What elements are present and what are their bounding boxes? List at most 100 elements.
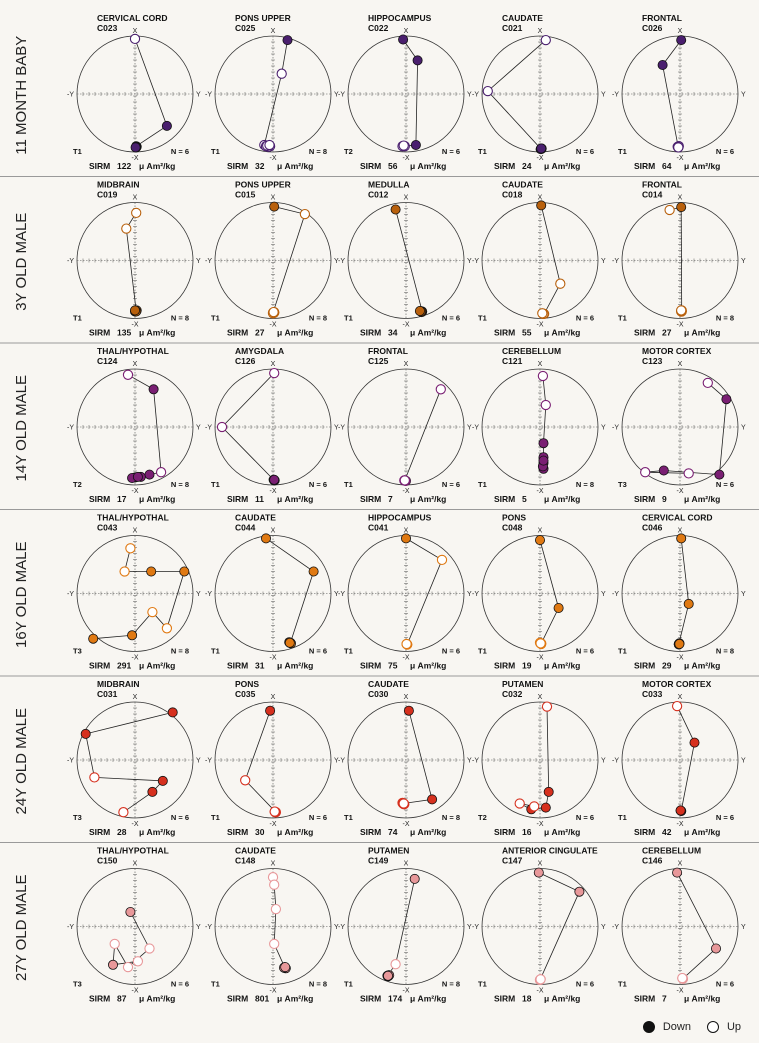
demagnetization-path — [676, 872, 717, 980]
direction-point-up — [702, 377, 713, 389]
axis-label-east: Y — [334, 425, 339, 432]
direction-point-down — [410, 139, 421, 150]
panel-code: C031 — [97, 689, 118, 699]
treatment-label: T1 — [618, 980, 627, 989]
direction-point-down — [683, 598, 694, 609]
direction-point-down — [711, 943, 722, 954]
treatment-label: T2 — [73, 480, 82, 489]
demagnetization-path — [85, 712, 173, 813]
panel-title: MOTOR CORTEX — [642, 679, 712, 689]
axis-label-west: -Y — [338, 425, 345, 432]
direction-point-down — [125, 907, 136, 918]
axis-label-north: X — [271, 195, 276, 202]
legend: Down Up — [642, 1021, 741, 1033]
sirm-label: SIRM — [494, 994, 515, 1004]
panel-title: PONS — [502, 513, 526, 523]
panel-title: FRONTAL — [642, 180, 682, 190]
treatment-label: T1 — [344, 314, 353, 323]
row-label: 3Y OLD MALE — [13, 213, 30, 311]
axis-label-east: Y — [467, 425, 472, 432]
sirm-unit: μ Am²/kg — [410, 994, 446, 1004]
sample-count: N = 8 — [716, 314, 734, 323]
direction-point-down — [132, 471, 143, 482]
axis-label-north: X — [133, 528, 138, 535]
panel-code: C121 — [502, 356, 523, 366]
sirm-label: SIRM — [227, 827, 248, 837]
panel-title: PUTAMEN — [502, 679, 543, 689]
sirm-unit: μ Am²/kg — [410, 494, 446, 504]
panel-code: C019 — [97, 190, 118, 200]
axis-label-west: -Y — [612, 924, 619, 931]
direction-point-up — [129, 33, 141, 45]
direction-point-up — [671, 700, 683, 712]
sirm-label: SIRM — [89, 994, 110, 1004]
panel-code: C048 — [502, 523, 523, 533]
treatment-label: T1 — [211, 480, 220, 489]
direction-point-down — [676, 202, 687, 213]
axis-label-east: Y — [741, 92, 746, 99]
direction-point-down — [672, 867, 683, 878]
axis-label-west: -Y — [205, 924, 212, 931]
axis-label-west: -Y — [612, 258, 619, 265]
axis-label-south: -X — [270, 655, 277, 662]
direction-point-up — [268, 306, 279, 318]
sirm-label: SIRM — [494, 161, 515, 171]
direction-point-up — [664, 204, 675, 216]
axis-label-south: -X — [403, 488, 410, 495]
sample-count: N = 8 — [576, 480, 594, 489]
axis-label-west: -Y — [472, 591, 479, 598]
direction-point-up — [537, 308, 548, 319]
panel-title: HIPPOCAMPUS — [368, 13, 432, 23]
direction-point-up — [683, 468, 694, 479]
panel-code: C025 — [235, 23, 256, 33]
direction-point-down — [689, 737, 700, 748]
sample-count: N = 8 — [171, 314, 189, 323]
sirm-value: 5 — [522, 494, 527, 504]
axis-label-west: -Y — [472, 258, 479, 265]
direction-point-up — [122, 369, 134, 380]
direction-point-down — [535, 535, 546, 546]
panel-code: C043 — [97, 523, 118, 533]
sample-count: N = 8 — [442, 980, 460, 989]
sirm-value: 75 — [388, 661, 398, 671]
axis-label-south: -X — [537, 821, 544, 828]
sirm-unit: μ Am²/kg — [277, 827, 313, 837]
direction-point-down — [403, 705, 414, 716]
direction-point-down — [157, 775, 168, 786]
panel-title: MIDBRAIN — [97, 679, 140, 689]
axis-label-north: X — [678, 528, 683, 535]
axis-label-west: -Y — [205, 758, 212, 765]
axis-label-east: Y — [334, 258, 339, 265]
direction-point-down — [714, 469, 725, 480]
axis-label-west: -Y — [612, 425, 619, 432]
sirm-label: SIRM — [89, 661, 110, 671]
sirm-label: SIRM — [227, 161, 248, 171]
sample-count: N = 6 — [309, 647, 327, 656]
axis-label-north: X — [678, 28, 683, 35]
axis-label-south: -X — [270, 322, 277, 329]
axis-label-south: -X — [677, 155, 684, 162]
direction-point-up — [398, 798, 409, 809]
sample-count: N = 6 — [716, 980, 734, 989]
axis-label-north: X — [404, 694, 409, 701]
direction-point-down — [533, 867, 544, 878]
sample-count: N = 6 — [576, 647, 594, 656]
panel-code: C023 — [97, 23, 118, 33]
axis-label-south: -X — [270, 821, 277, 828]
panel-title: CAUDATE — [502, 13, 543, 23]
panel-title: MEDULLA — [368, 180, 410, 190]
sample-count: N = 6 — [309, 480, 327, 489]
axis-label-east: Y — [467, 924, 472, 931]
treatment-label: T1 — [618, 314, 627, 323]
sample-count: N = 8 — [309, 314, 327, 323]
axis-label-west: -Y — [338, 591, 345, 598]
sirm-unit: μ Am²/kg — [684, 994, 720, 1004]
axis-label-west: -Y — [472, 924, 479, 931]
treatment-label: T3 — [618, 480, 627, 489]
sirm-value: 34 — [388, 328, 398, 338]
sirm-value: 42 — [662, 827, 672, 837]
axis-label-north: X — [271, 28, 276, 35]
sirm-value: 11 — [255, 494, 264, 504]
demagnetization-path — [263, 40, 288, 148]
sirm-label: SIRM — [360, 827, 381, 837]
